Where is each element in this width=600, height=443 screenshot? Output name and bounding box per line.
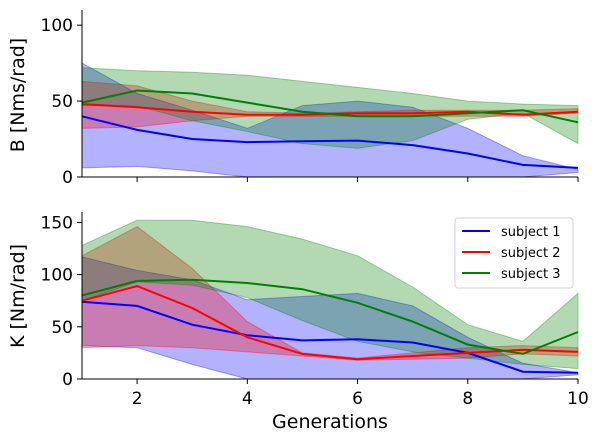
band-subject-2: [81, 80, 579, 129]
legend-label: subject 1: [501, 225, 561, 240]
band-subject-3: [81, 67, 579, 149]
y-axis-label: K [Nm/rad]: [7, 244, 29, 348]
y-tick-label: 0: [62, 168, 73, 188]
y-tick-label: 150: [41, 213, 73, 233]
x-tick-label: 8: [462, 389, 473, 409]
legend-label: subject 3: [501, 267, 561, 282]
band-subject-3: [81, 219, 579, 370]
x-tick-label: 10: [567, 389, 589, 409]
x-tick-label: 4: [242, 389, 253, 409]
line-subject-1: [81, 115, 579, 169]
x-tick-label: 2: [132, 389, 143, 409]
line-subject-3: [81, 89, 579, 124]
y-axis-label: B [Nms/rad]: [7, 38, 29, 152]
x-tick-label: 6: [352, 389, 363, 409]
y-tick-label: 50: [51, 92, 73, 112]
plot-stiffness-B: 0 50 100 B [Nms/rad]: [7, 10, 579, 188]
legend-label: subject 2: [501, 246, 561, 261]
line-subject-2: [81, 285, 579, 361]
x-axis-label: Generations: [272, 411, 388, 433]
legend: subject 1 subject 2 subject 3: [454, 217, 574, 289]
plot-stiffness-K: 0 50 100 150 2 4 6 8 10 K [Nm/rad] Generations subj…: [7, 212, 589, 433]
line-subject-3: [81, 278, 579, 355]
line-subject-1: [81, 300, 579, 374]
y-tick-label: 50: [51, 318, 73, 338]
y-tick-label: 100: [41, 16, 73, 36]
band-subject-1: [81, 256, 579, 380]
y-tick-label: 100: [41, 266, 73, 286]
y-tick-label: 0: [62, 370, 73, 390]
legend-frame: [454, 217, 574, 289]
band-subject-1: [81, 62, 579, 178]
